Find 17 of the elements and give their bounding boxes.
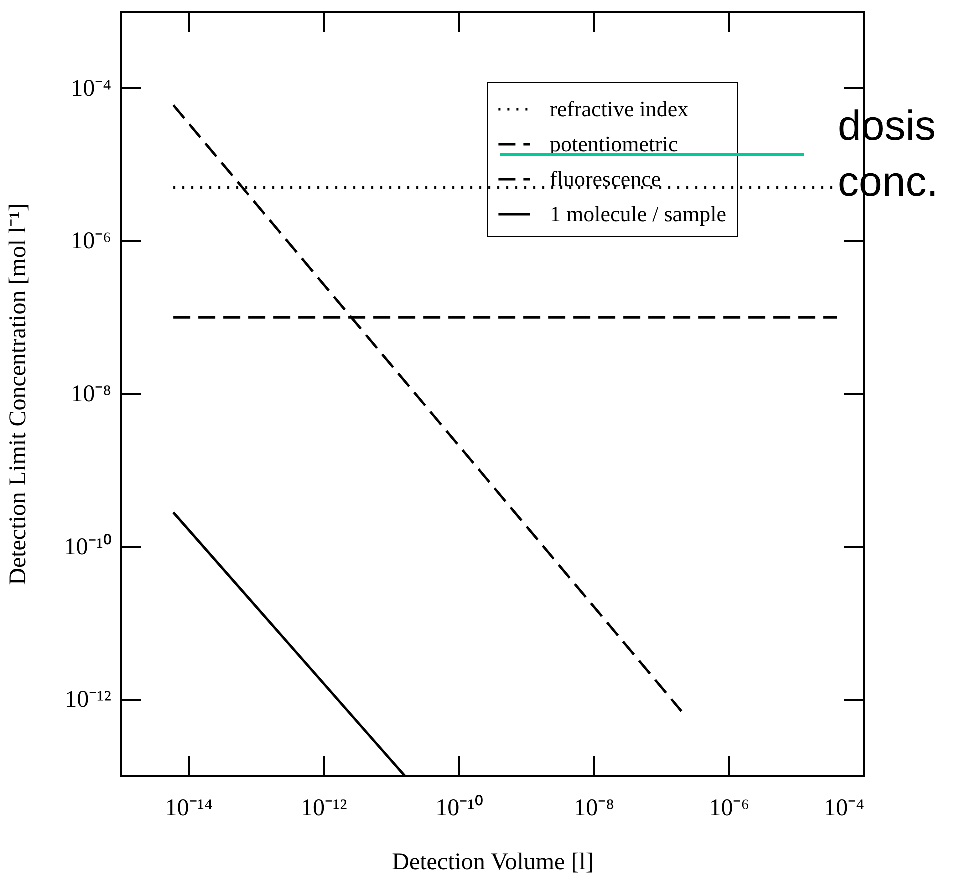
legend-label: 1 molecule / sample [550, 202, 727, 226]
y-axis-title: Detection Limit Concentration [mol l⁻¹] [5, 204, 32, 586]
y-tick-label: 10⁻⁸ [71, 382, 112, 408]
x-tick-label: 10⁻¹² [300, 796, 348, 822]
y-tick-label: 10⁻¹⁰ [64, 533, 112, 560]
x-tick-label: 10⁻⁴ [824, 796, 864, 822]
legend-label: potentiometric [550, 132, 679, 156]
y-tick-label: 10⁻¹² [65, 687, 112, 714]
y-tick-label: 10⁻⁶ [71, 228, 112, 255]
legend-label: fluorescence [550, 166, 662, 192]
legend-label: refractive index [550, 96, 689, 122]
y-tick-label: 10⁻⁴ [71, 76, 112, 102]
x-axis-title: Detection Volume [l] [392, 850, 594, 876]
x-tick-label: 10⁻¹⁰ [436, 794, 483, 822]
x-tick-label: 10⁻⁸ [574, 796, 615, 822]
x-tick-label: 10⁻¹⁴ [165, 796, 213, 822]
x-tick-label: 10⁻⁶ [709, 796, 750, 822]
